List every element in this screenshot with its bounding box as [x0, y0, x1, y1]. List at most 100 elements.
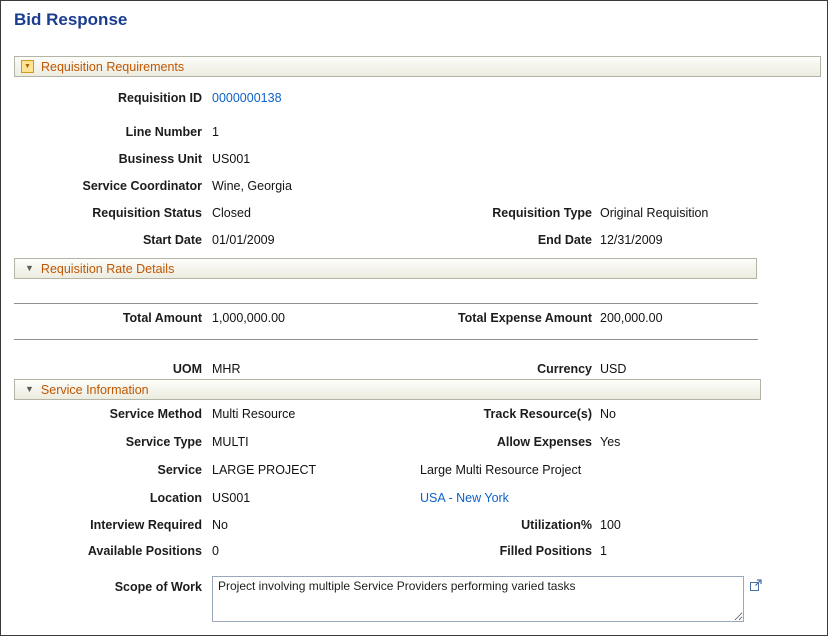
line-number-value: 1 — [212, 124, 219, 139]
uom-currency-fields: UOM MHR Currency USD — [1, 359, 827, 379]
triangle-down-icon[interactable]: ▼ — [25, 384, 34, 394]
page-title: Bid Response — [14, 10, 128, 29]
allow-expenses-value: Yes — [600, 435, 621, 449]
field-row-requisition-status: Requisition Status Closed Requisition Ty… — [14, 199, 827, 226]
field-filled-positions: Filled Positions 1 — [420, 544, 827, 558]
field-utilization: Utilization% 100 — [420, 518, 827, 532]
field-service-coordinator: Service Coordinator Wine, Georgia — [14, 179, 420, 193]
field-requisition-status: Requisition Status Closed — [14, 206, 420, 220]
triangle-down-icon: ▼ — [24, 63, 31, 70]
collapse-section-button[interactable]: ▼ — [21, 60, 34, 73]
field-row-requisition-id: Requisition ID 0000000138 — [14, 84, 827, 111]
filled-positions-value: 1 — [600, 544, 607, 558]
field-row-interview-utilization: Interview Required No Utilization% 100 — [14, 512, 827, 538]
total-expense-amount-value: 200,000.00 — [600, 310, 663, 325]
field-service-type: Service Type MULTI — [14, 435, 420, 449]
field-row-service-type: Service Type MULTI Allow Expenses Yes — [14, 428, 827, 456]
requisition-type-value: Original Requisition — [600, 205, 709, 220]
interview-required-label: Interview Required — [90, 518, 202, 532]
expand-scope-button[interactable] — [748, 577, 763, 592]
field-row-scope-of-work: Scope of Work Project involving multiple… — [14, 576, 827, 622]
business-unit-label: Business Unit — [118, 151, 202, 166]
requisition-id-link[interactable]: 0000000138 — [212, 90, 282, 105]
service-description: Large Multi Resource Project — [420, 463, 582, 477]
popout-window-icon — [749, 578, 762, 591]
field-row-positions: Available Positions 0 Filled Positions 1 — [14, 538, 827, 564]
currency-value: USD — [600, 362, 627, 376]
end-date-label: End Date — [537, 232, 592, 247]
field-row-service-coordinator: Service Coordinator Wine, Georgia — [14, 172, 827, 199]
location-value: US001 — [212, 491, 251, 505]
field-business-unit: Business Unit US001 — [14, 152, 420, 166]
total-expense-amount-label: Total Expense Amount — [457, 310, 592, 325]
field-interview-required: Interview Required No — [14, 518, 420, 532]
service-information-fields: Service Method Multi Resource Track Reso… — [1, 400, 827, 622]
line-number-label: Line Number — [125, 124, 202, 139]
rate-details-bottom-divider — [14, 339, 758, 340]
location-label: Location — [149, 491, 202, 505]
available-positions-label: Available Positions — [87, 544, 202, 558]
requisition-status-label: Requisition Status — [92, 205, 202, 220]
start-date-label: Start Date — [142, 232, 202, 247]
rate-details-top-divider — [14, 303, 758, 304]
business-unit-value: US001 — [212, 151, 251, 166]
field-row-service: Service LARGE PROJECT Large Multi Resour… — [14, 456, 827, 484]
available-positions-value: 0 — [212, 544, 219, 558]
field-row-service-method: Service Method Multi Resource Track Reso… — [14, 400, 827, 428]
service-coordinator-value: Wine, Georgia — [212, 178, 292, 193]
section-title-service-information[interactable]: Service Information — [40, 382, 149, 397]
scope-of-work-label: Scope of Work — [114, 580, 202, 594]
field-currency: Currency USD — [420, 362, 827, 376]
service-label: Service — [157, 463, 202, 477]
service-value: LARGE PROJECT — [212, 463, 317, 477]
field-end-date: End Date 12/31/2009 — [420, 233, 827, 247]
field-track-resources: Track Resource(s) No — [420, 407, 827, 421]
triangle-down-icon[interactable]: ▼ — [25, 263, 34, 273]
field-location: Location US001 — [14, 491, 420, 505]
field-start-date: Start Date 01/01/2009 — [14, 233, 420, 247]
field-total-expense-amount: Total Expense Amount 200,000.00 — [420, 311, 827, 325]
scope-of-work-textarea[interactable]: Project involving multiple Service Provi… — [212, 576, 744, 622]
requisition-id-label: Requisition ID — [117, 90, 202, 105]
field-available-positions: Available Positions 0 — [14, 544, 420, 558]
service-method-label: Service Method — [109, 407, 202, 421]
interview-required-value: No — [212, 518, 228, 532]
field-line-number: Line Number 1 — [14, 125, 420, 139]
track-resources-label: Track Resource(s) — [483, 407, 592, 421]
utilization-label: Utilization% — [521, 518, 592, 532]
field-row-uom-currency: UOM MHR Currency USD — [14, 359, 827, 379]
service-method-value: Multi Resource — [212, 407, 296, 421]
field-uom: UOM MHR — [14, 362, 420, 376]
uom-value: MHR — [212, 362, 241, 376]
section-title-requisition-requirements[interactable]: Requisition Requirements — [41, 59, 185, 74]
section-title-requisition-rate-details[interactable]: Requisition Rate Details — [40, 261, 175, 276]
field-service: Service LARGE PROJECT — [14, 463, 420, 477]
service-type-label: Service Type — [125, 435, 202, 449]
utilization-value: 100 — [600, 518, 621, 532]
currency-label: Currency — [537, 362, 592, 376]
requisition-status-value: Closed — [212, 205, 251, 220]
location-link[interactable]: USA - New York — [420, 491, 509, 505]
start-date-value: 01/01/2009 — [212, 232, 275, 247]
total-amount-label: Total Amount — [122, 310, 202, 325]
field-row-line-number: Line Number 1 — [14, 118, 827, 145]
section-header-requisition-requirements[interactable]: ▼ Requisition Requirements — [14, 56, 821, 77]
service-coordinator-label: Service Coordinator — [82, 178, 202, 193]
uom-label: UOM — [172, 362, 202, 376]
field-row-location: Location US001 USA - New York — [14, 484, 827, 512]
end-date-value: 12/31/2009 — [600, 232, 663, 247]
field-service-description: Large Multi Resource Project — [420, 463, 827, 477]
total-amount-value: 1,000,000.00 — [212, 310, 285, 325]
field-row-business-unit: Business Unit US001 — [14, 145, 827, 172]
allow-expenses-label: Allow Expenses — [496, 435, 592, 449]
field-allow-expenses: Allow Expenses Yes — [420, 435, 827, 449]
field-service-method: Service Method Multi Resource — [14, 407, 420, 421]
requisition-rate-details-fields: Total Amount 1,000,000.00 Total Expense … — [1, 304, 827, 331]
section-header-service-information[interactable]: ▼ Service Information — [14, 379, 761, 400]
service-type-value: MULTI — [212, 435, 249, 449]
field-total-amount: Total Amount 1,000,000.00 — [14, 311, 420, 325]
section-header-requisition-rate-details[interactable]: ▼ Requisition Rate Details — [14, 258, 757, 279]
filled-positions-label: Filled Positions — [499, 544, 592, 558]
track-resources-value: No — [600, 407, 616, 421]
